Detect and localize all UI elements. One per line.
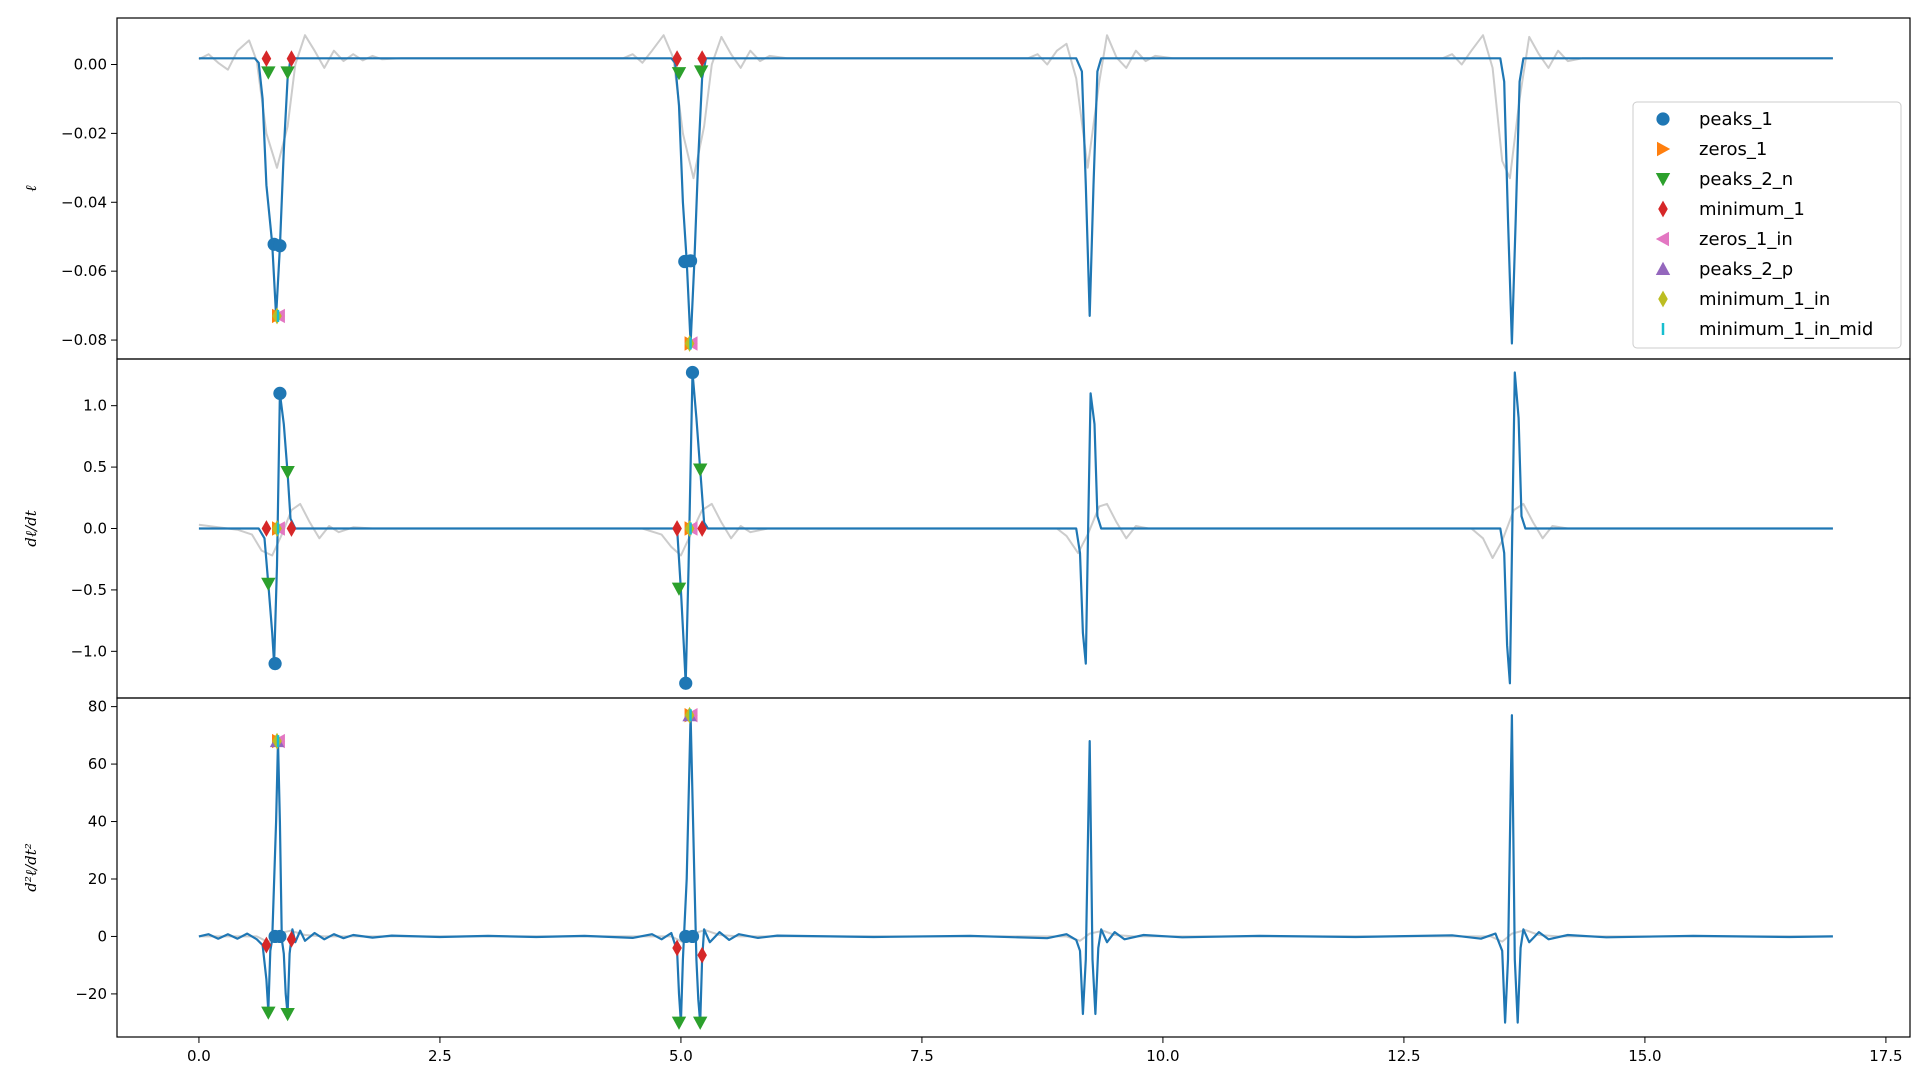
legend-label: zeros_1: [1699, 139, 1767, 160]
legend-label: zeros_1_in: [1699, 229, 1793, 250]
marker-peaks-1: [273, 239, 287, 253]
y-tick-label: −0.06: [61, 262, 107, 280]
marker-minimum-1: [697, 946, 707, 964]
marker-peaks-1: [685, 365, 700, 380]
legend-item: peaks_2_p: [1655, 259, 1793, 280]
x-tick-label: 17.5: [1869, 1047, 1902, 1065]
legend-label: peaks_1: [1699, 109, 1773, 130]
y-tick-label: 0: [97, 927, 107, 945]
legend-item: zeros_1: [1657, 139, 1767, 160]
x-tick-label: 2.5: [428, 1047, 452, 1065]
legend-label: peaks_2_p: [1699, 259, 1793, 280]
legend-item: minimum_1_in: [1658, 289, 1830, 310]
y-tick-label: −0.02: [61, 124, 107, 142]
y-tick-label: 20: [88, 870, 107, 888]
marker-peaks-2-n: [693, 65, 709, 79]
y-tick-label: 60: [88, 755, 107, 773]
legend-marker-zeros-1: [1657, 141, 1671, 157]
legend-marker-zeros-1-in: [1655, 231, 1669, 247]
marker-minimum-1: [286, 520, 297, 537]
reference-signal-line-1: [198, 34, 1833, 180]
signal-line-1: [198, 57, 1833, 345]
legend-marker-peaks-2-p: [1655, 261, 1671, 275]
marker-peaks-2-n: [671, 1016, 687, 1030]
legend-label: minimum_1_in: [1699, 289, 1830, 310]
subplot-1: 0.00 −0.02 −0.04 −0.06 −0.08 ℓ: [22, 17, 1911, 360]
marker-minimum-1: [286, 930, 297, 948]
y-tick-label: −1.0: [71, 642, 107, 660]
axes-frame: [116, 697, 1911, 1038]
signal-line-3: [198, 714, 1833, 1024]
marker-minimum-1: [672, 50, 682, 68]
x-tick-label: 10.0: [1146, 1047, 1179, 1065]
marker-peaks-2-n: [671, 582, 687, 596]
signal-line-2: [198, 371, 1833, 685]
y-tick-label: 1.0: [83, 397, 107, 415]
marker-peaks-1: [685, 929, 700, 944]
y-axis-label: dℓ/dt: [22, 509, 40, 547]
x-tick-label: 0.0: [187, 1047, 211, 1065]
x-tick-label: 15.0: [1628, 1047, 1661, 1065]
y-tick-label: 0.5: [83, 458, 107, 476]
subplot-2: 1.0 0.5 0.0 −0.5 −1.0 dℓ/dt: [22, 358, 1911, 699]
marker-peaks-2-n: [693, 1016, 708, 1030]
legend-item: peaks_1: [1656, 109, 1773, 130]
y-tick-label: 40: [88, 813, 107, 831]
legend-item: minimum_1_in_mid: [1661, 319, 1873, 340]
marker-peaks-2-n: [280, 1008, 295, 1022]
marker-peaks-2-n: [280, 66, 295, 80]
marker-minimum-1: [261, 936, 272, 954]
marker-peaks-1: [683, 254, 698, 268]
marker-peaks-2-n: [261, 577, 276, 591]
marker-minimum-1: [672, 520, 682, 537]
marker-peaks-2-n: [280, 466, 295, 480]
marker-minimum-1: [697, 520, 707, 537]
y-tick-label: −0.04: [61, 193, 107, 211]
legend-label: minimum_1: [1699, 199, 1805, 220]
y-tick-label: 0.00: [74, 56, 107, 74]
marker-peaks-2-n: [261, 1006, 276, 1020]
legend-label: peaks_2_n: [1699, 169, 1793, 190]
legend: peaks_1 zeros_1 peaks_2_n minimum_1 zeros_1_…: [1632, 101, 1902, 349]
subplot-3: 80 60 40 20 0 −20 d²ℓ/dt² 0.0 2.5 5.0 7.5 10.0 12.5 1…: [22, 697, 1911, 1065]
x-tick-label: 7.5: [910, 1047, 934, 1065]
y-axis-label: d²ℓ/dt²: [22, 843, 40, 892]
reference-signal-line-2: [198, 502, 1833, 559]
marker-minimum-1: [261, 50, 272, 68]
marker-minimum-1: [261, 520, 272, 537]
legend-marker-minimum-1-in: [1658, 290, 1668, 308]
y-axis-label: ℓ: [22, 185, 40, 191]
marker-minimum-1: [672, 939, 682, 957]
x-tick-label: 12.5: [1387, 1047, 1420, 1065]
legend-box: [1632, 101, 1902, 349]
y-tick-label: −0.08: [61, 331, 107, 349]
marker-peaks-1: [268, 657, 282, 671]
marker-peaks-2-n: [261, 66, 276, 80]
marker-peaks-2-n: [693, 463, 708, 477]
x-tick-label: 5.0: [669, 1047, 693, 1065]
marker-peaks-2-n: [671, 67, 687, 81]
y-tick-label: 80: [88, 698, 107, 716]
legend-item: zeros_1_in: [1655, 229, 1793, 250]
legend-label: minimum_1_in_mid: [1699, 319, 1873, 340]
marker-peaks-1: [273, 386, 287, 400]
y-tick-label: −0.5: [71, 581, 107, 599]
legend-marker-peaks-2-n: [1655, 173, 1671, 187]
y-tick-label: 0.0: [83, 520, 107, 538]
marker-peaks-1: [679, 676, 693, 690]
marker-peaks-1: [273, 929, 287, 944]
legend-marker-peaks-1: [1656, 112, 1670, 126]
y-tick-label: −20: [75, 985, 107, 1003]
legend-item: peaks_2_n: [1655, 169, 1793, 190]
marker-minimum-1: [697, 50, 707, 68]
legend-marker-minimum-1: [1658, 200, 1668, 218]
marker-minimum-1: [286, 50, 297, 68]
legend-item: minimum_1: [1658, 199, 1805, 220]
